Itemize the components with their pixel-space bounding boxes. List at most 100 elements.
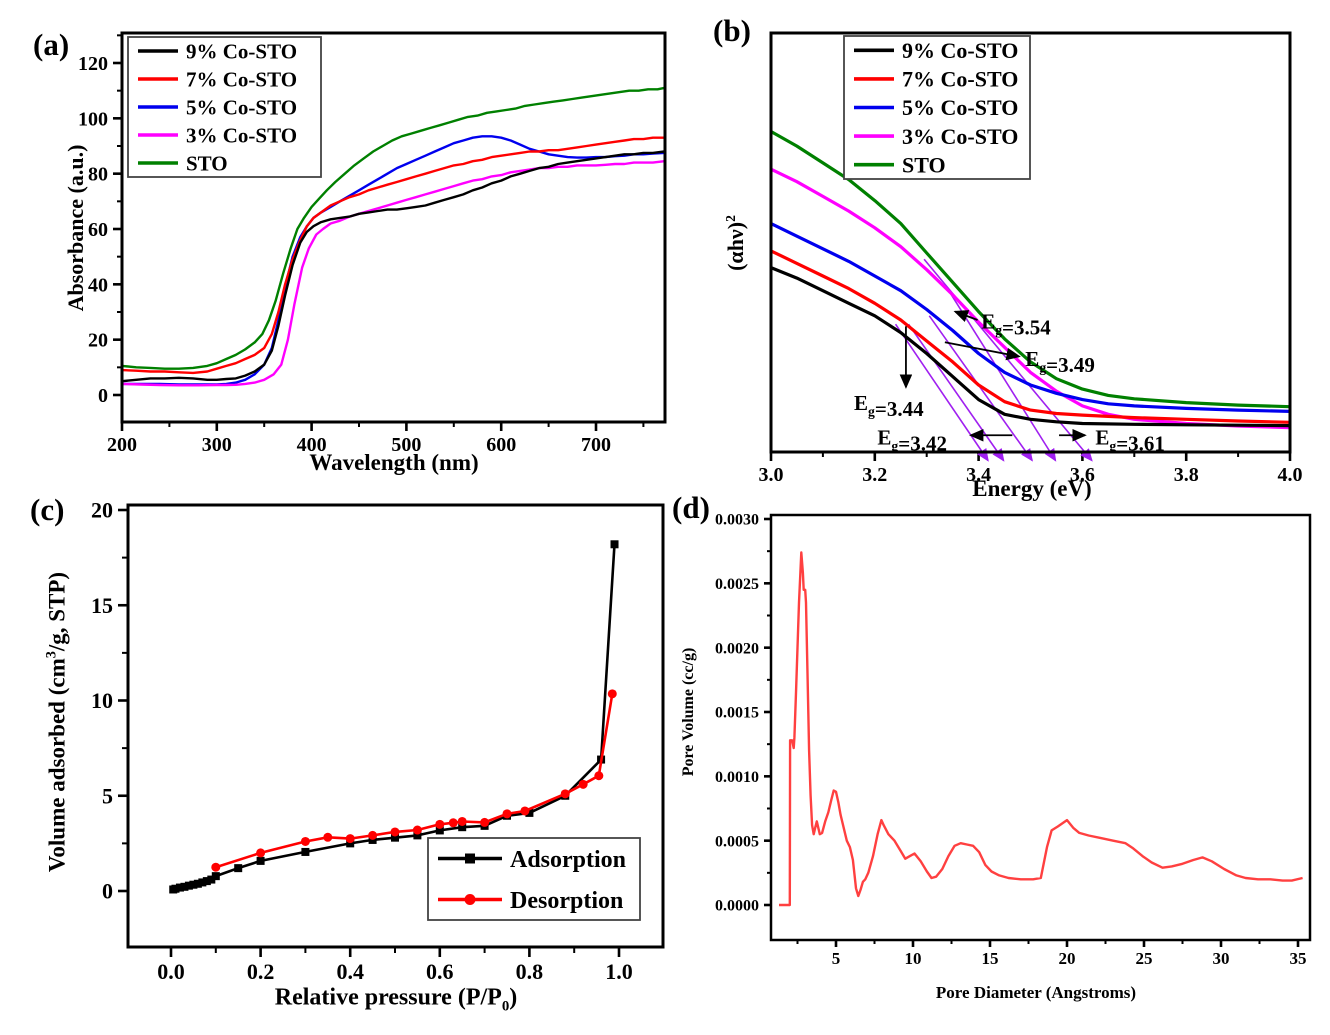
x-tick-label: 0.8: [516, 959, 544, 984]
y-tick-label: 0.0025: [715, 576, 759, 593]
y-tick-label: 120: [78, 53, 108, 75]
series-5-co-sto: [122, 135, 665, 386]
panel-label-d: (d): [672, 490, 710, 525]
data-point-circle: [412, 825, 422, 835]
data-point-circle: [368, 830, 378, 840]
panel-d-xaxis-title: Pore Diameter (Angstroms): [935, 983, 1137, 1002]
plot-border: [120, 31, 667, 424]
data-point-square: [193, 879, 202, 888]
data-point-circle: [457, 816, 467, 826]
data-point-circle: [390, 827, 400, 837]
x-tick-label: 3.0: [759, 464, 784, 486]
x-tick-label: 200: [107, 434, 137, 456]
bandgap-annotation: Eg=3.54: [981, 309, 1051, 339]
data-point-square: [610, 540, 619, 549]
data-point-square: [180, 882, 189, 891]
x-tick-label: 30: [1213, 949, 1230, 968]
legend-label: 3% Co-STO: [186, 123, 297, 147]
y-tick-label: 0.0020: [715, 640, 759, 657]
panel-a-yaxis-title: Absorbance (a.u.): [63, 144, 88, 312]
x-tick-label: 4.0: [1278, 464, 1303, 486]
data-point-square: [368, 835, 377, 844]
data-point-circle: [345, 834, 355, 844]
panel-label-c: (c): [30, 492, 65, 527]
data-point-square: [346, 839, 355, 848]
x-tick-label: 700: [581, 434, 611, 456]
y-tick-label: 0.0005: [715, 833, 759, 850]
panel-a-plot: 200 300 400 500 600 700 0 20 40 60 80 100 120 9% Co-S…: [78, 31, 667, 456]
bandgap-annotation: Eg=3.44: [854, 391, 924, 421]
annotation-arrow: [944, 341, 1021, 361]
legend: Adsorption Desorption: [427, 837, 641, 921]
data-point-circle: [435, 819, 445, 829]
series-9-co-sto: [121, 150, 665, 383]
series-3-co-sto: [770, 167, 1291, 430]
data-point-square: [413, 831, 422, 840]
x-tick-label: 400: [297, 434, 327, 456]
panel-label-b: (b): [713, 13, 751, 48]
legend-circle-marker: [464, 894, 476, 905]
data-point-circle: [594, 771, 604, 781]
data-point-circle: [480, 817, 490, 827]
data-point-circle: [578, 779, 588, 789]
x-tick-label: 10: [905, 949, 922, 968]
series-9-co-sto: [770, 266, 1291, 428]
panel-d-yaxis-title: Pore Volume (cc/g): [680, 647, 697, 777]
axis-ticks: 0.0 0.2 0.4 0.6 0.8 1.0 0 5 10 15 20: [91, 498, 633, 984]
y-tick-label: 0.0010: [715, 769, 759, 786]
data-point-circle: [448, 818, 458, 828]
data-point-square: [458, 823, 467, 832]
x-tick-label: 3.6: [1070, 464, 1095, 486]
plot-border: [769, 513, 1312, 942]
y-tick-label: 10: [91, 688, 113, 713]
x-tick-label: 20: [1059, 949, 1076, 968]
legend-label: 9% Co-STO: [902, 38, 1018, 63]
data-point-square: [207, 875, 216, 884]
legend-label: Adsorption: [510, 847, 626, 873]
legend-label: 9% Co-STO: [186, 39, 297, 63]
data-point-square: [301, 847, 310, 856]
panel-c-plot: 0.0 0.2 0.4 0.6 0.8 1.0 0 5 10 15 20 Adsorption Deso…: [91, 498, 665, 984]
y-tick-label: 20: [88, 330, 108, 352]
y-tick-label: 60: [88, 219, 108, 241]
data-point-circle: [323, 832, 333, 842]
legend: 9% Co-STO 7% Co-STO 5% Co-STO 3% Co-STO STO: [843, 35, 1031, 180]
legend-label: STO: [902, 152, 946, 177]
data-point-square: [525, 808, 534, 817]
y-tick-label: 40: [88, 274, 108, 296]
series-5-co-sto: [770, 222, 1291, 413]
y-tick-label: 0.0015: [715, 705, 759, 722]
data-point-square: [234, 864, 243, 873]
x-tick-label: 15: [982, 949, 999, 968]
series-3-co-sto: [121, 160, 665, 387]
data-point-circle: [256, 848, 266, 858]
plot-border: [769, 31, 1292, 454]
data-point-circle: [520, 806, 530, 816]
data-point-circle: [211, 862, 221, 872]
x-tick-label: 300: [202, 434, 232, 456]
plot-border: [126, 503, 665, 949]
legend-label: 5% Co-STO: [186, 95, 297, 119]
axis-ticks: 5 10 15 20 25 30 35 0.0000 0.0005 0.0010 0.0015 0.0…: [715, 512, 1307, 968]
data-point-square: [198, 878, 207, 887]
data-point-square: [184, 881, 193, 890]
legend-label: 7% Co-STO: [902, 67, 1018, 92]
data-point-square: [256, 856, 265, 865]
legend-label: Desorption: [510, 888, 623, 914]
x-tick-label: 0.2: [247, 959, 275, 984]
y-tick-label: 100: [78, 108, 108, 130]
legend-square-marker: [465, 853, 475, 864]
data-point-circle: [560, 789, 570, 799]
legend-label: 5% Co-STO: [902, 95, 1018, 120]
bandgap-annotation: Eg=3.49: [1025, 347, 1095, 377]
x-tick-label: 500: [391, 434, 421, 456]
x-tick-label: 3.2: [862, 464, 887, 486]
data-point-square: [391, 833, 399, 842]
data-point-circle: [300, 836, 310, 846]
x-tick-label: 3.8: [1174, 464, 1199, 486]
legend-label: STO: [186, 151, 228, 175]
series-sto: [121, 86, 665, 370]
legend: 9% Co-STO 7% Co-STO 5% Co-STO 3% Co-STO STO: [127, 36, 322, 178]
tangent-line: [907, 323, 1005, 462]
